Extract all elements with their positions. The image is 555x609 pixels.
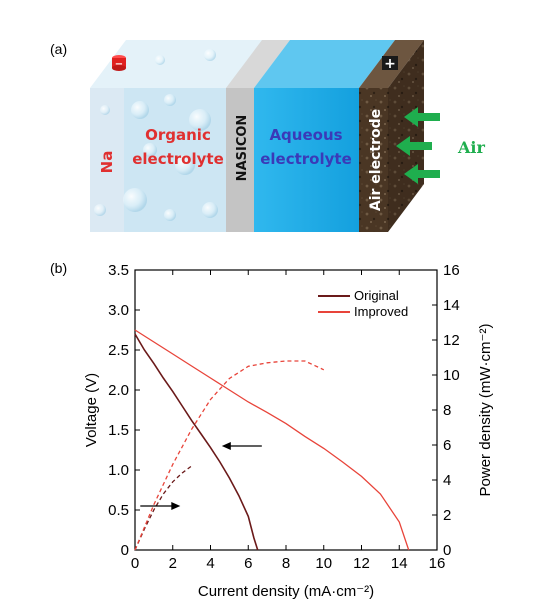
aqueous-electrolyte-block — [254, 88, 359, 232]
right-tick-label: 10 — [443, 367, 460, 384]
original-power-curve — [134, 465, 192, 551]
air-electrode-label: Air electrode — [368, 109, 384, 211]
left-tick-label: 2.0 — [108, 382, 129, 399]
aqueous-electrolyte-label-line1: Aqueous — [269, 126, 342, 144]
sodium-label: Na — [98, 151, 116, 174]
air-arrow-icon — [396, 136, 432, 156]
x-tick-label: 4 — [206, 555, 214, 572]
polarization-chart: 0 2 4 6 8 10 12 14 16 0 0.5 1.0 1.5 2.0 2.5 3.0 3.5 0 2 4… — [83, 262, 494, 600]
legend-label-improved: Improved — [354, 304, 408, 319]
left-tick-label: 3.0 — [108, 302, 129, 319]
right-tick-label: 16 — [443, 262, 460, 279]
left-tick-label: 1.0 — [108, 462, 129, 479]
right-tick-label: 8 — [443, 402, 451, 419]
battery-schematic: − + Na Organic electrolyte NASICON Aqueo… — [90, 40, 485, 232]
organic-electrolyte-label-line1: Organic — [145, 126, 211, 144]
legend-label-original: Original — [354, 288, 399, 303]
right-tick-label: 2 — [443, 507, 451, 524]
x-tick-label: 6 — [244, 555, 252, 572]
left-tick-label: 2.5 — [108, 342, 129, 359]
x-tick-label: 10 — [315, 555, 332, 572]
air-arrow-icon — [404, 107, 440, 127]
arrow-right-icon — [171, 502, 181, 510]
x-axis-ticks: 0 2 4 6 8 10 12 14 16 — [131, 270, 446, 572]
x-tick-label: 0 — [131, 555, 139, 572]
right-axis-title: Power density (mW·cm⁻²) — [477, 324, 494, 497]
x-tick-label: 12 — [353, 555, 370, 572]
positive-terminal-label: + — [384, 56, 396, 72]
aqueous-electrolyte-label-line2: electrolyte — [260, 150, 352, 168]
air-electrode-block — [359, 88, 388, 232]
air-label: Air — [457, 138, 485, 157]
right-tick-label: 0 — [443, 542, 451, 559]
left-tick-label: 0.5 — [108, 502, 129, 519]
legend: Original Improved — [318, 288, 408, 319]
negative-terminal-label: − — [115, 59, 123, 70]
right-axis-ticks: 0 2 4 6 8 10 12 14 16 — [432, 262, 460, 559]
panel-a-label: (a) — [50, 41, 67, 57]
x-tick-label: 2 — [169, 555, 177, 572]
right-tick-label: 12 — [443, 332, 460, 349]
improved-power-curve — [134, 360, 325, 551]
air-arrow-icon — [404, 164, 440, 184]
x-tick-label: 14 — [391, 555, 408, 572]
side-shade — [388, 40, 424, 232]
left-axis-title: Voltage (V) — [83, 373, 100, 447]
right-tick-label: 6 — [443, 437, 451, 454]
x-axis-title: Current density (mA·cm⁻²) — [198, 583, 374, 600]
bubbles — [94, 49, 218, 221]
positive-terminal: + — [382, 56, 398, 72]
nasicon-label: NASICON — [235, 115, 250, 182]
right-tick-label: 4 — [443, 472, 451, 489]
improved-voltage-curve — [134, 329, 410, 551]
original-voltage-curve — [134, 333, 259, 551]
nasicon-block — [226, 88, 254, 232]
negative-terminal: − — [112, 55, 126, 71]
left-tick-label: 1.5 — [108, 422, 129, 439]
right-tick-label: 14 — [443, 297, 460, 314]
organic-electrolyte-label-line2: electrolyte — [132, 150, 224, 168]
annotations — [140, 442, 262, 510]
panel-b-label: (b) — [50, 260, 67, 276]
aqueous-top-face — [254, 40, 395, 88]
nasicon-top-face — [226, 40, 290, 88]
x-tick-label: 8 — [282, 555, 290, 572]
left-axis-ticks: 0 0.5 1.0 1.5 2.0 2.5 3.0 3.5 — [108, 262, 140, 559]
air-electrode-side-face — [388, 40, 424, 232]
arrow-left-icon — [221, 442, 231, 450]
air-arrows — [396, 107, 440, 184]
left-tick-label: 3.5 — [108, 262, 129, 279]
left-tick-label: 0 — [121, 542, 129, 559]
x-tick-label: 16 — [429, 555, 446, 572]
curves — [134, 329, 410, 551]
